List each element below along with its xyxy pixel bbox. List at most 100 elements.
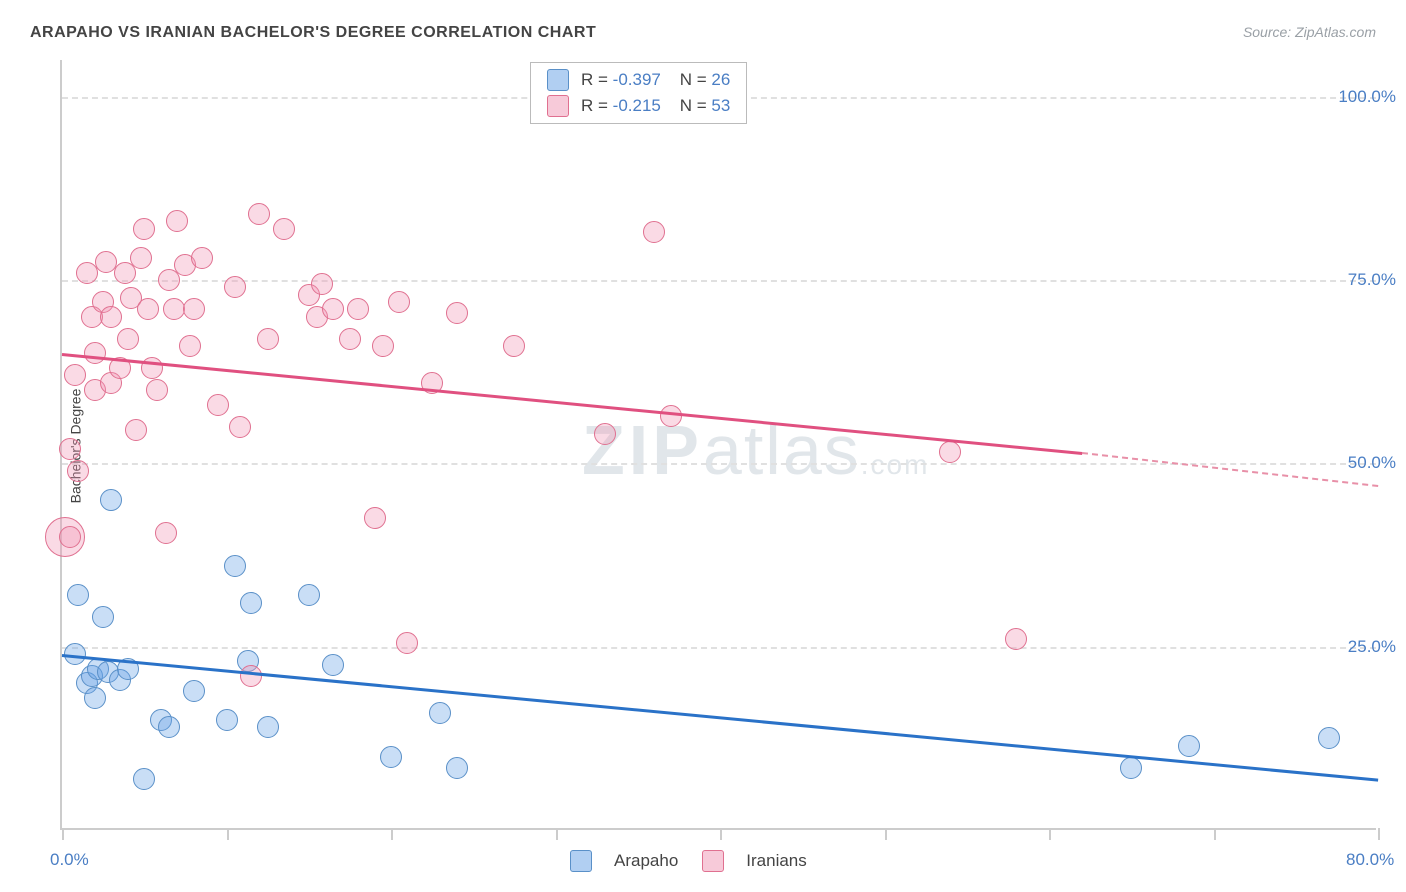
- series-legend: Arapaho Iranians: [570, 850, 807, 872]
- data-point: [166, 210, 188, 232]
- data-point: [240, 592, 262, 614]
- data-point: [1178, 735, 1200, 757]
- gridline: [62, 647, 1376, 649]
- data-point: [380, 746, 402, 768]
- data-point: [64, 364, 86, 386]
- data-point: [59, 438, 81, 460]
- x-tick: [1049, 828, 1051, 840]
- data-point: [257, 328, 279, 350]
- legend-r-label: R =: [581, 96, 613, 116]
- plot-area: ZIPatlas.com: [60, 60, 1376, 830]
- data-point: [84, 342, 106, 364]
- y-tick-label: 75.0%: [1348, 270, 1396, 290]
- data-point: [594, 423, 616, 445]
- data-point: [311, 273, 333, 295]
- legend-row: R = -0.215 N = 53: [531, 93, 746, 119]
- data-point: [191, 247, 213, 269]
- data-point: [163, 298, 185, 320]
- trend-line: [62, 654, 1378, 782]
- x-tick-label: 0.0%: [50, 850, 89, 870]
- x-tick: [1214, 828, 1216, 840]
- data-point: [133, 218, 155, 240]
- data-point: [183, 298, 205, 320]
- x-tick: [720, 828, 722, 840]
- data-point: [125, 419, 147, 441]
- data-point: [446, 302, 468, 324]
- data-point: [224, 276, 246, 298]
- legend-n-value: 53: [711, 96, 730, 116]
- data-point: [137, 298, 159, 320]
- data-point: [429, 702, 451, 724]
- data-point: [92, 606, 114, 628]
- data-point: [207, 394, 229, 416]
- data-point: [155, 522, 177, 544]
- data-point: [1005, 628, 1027, 650]
- legend-row: R = -0.397 N = 26: [531, 67, 746, 93]
- data-point: [298, 584, 320, 606]
- data-point: [273, 218, 295, 240]
- series-legend-item: Arapaho: [570, 850, 678, 872]
- data-point: [347, 298, 369, 320]
- x-tick: [62, 828, 64, 840]
- data-point: [339, 328, 361, 350]
- x-tick: [1378, 828, 1380, 840]
- data-point: [643, 221, 665, 243]
- x-tick: [556, 828, 558, 840]
- legend-r-label: R =: [581, 70, 613, 90]
- data-point: [1120, 757, 1142, 779]
- data-point: [396, 632, 418, 654]
- legend-swatch-icon: [547, 95, 569, 117]
- series-legend-item: Iranians: [702, 850, 806, 872]
- data-point: [179, 335, 201, 357]
- data-point: [224, 555, 246, 577]
- data-point: [257, 716, 279, 738]
- data-point: [372, 335, 394, 357]
- data-point: [100, 489, 122, 511]
- legend-n-value: 26: [711, 70, 730, 90]
- x-tick: [227, 828, 229, 840]
- data-point: [146, 379, 168, 401]
- series-label: Arapaho: [614, 851, 678, 871]
- y-tick-label: 25.0%: [1348, 637, 1396, 657]
- data-point: [503, 335, 525, 357]
- y-tick-label: 100.0%: [1338, 87, 1396, 107]
- data-point: [158, 716, 180, 738]
- legend-n-label: N =: [661, 96, 712, 116]
- data-point: [364, 507, 386, 529]
- gridline: [62, 280, 1376, 282]
- x-tick: [391, 828, 393, 840]
- data-point: [388, 291, 410, 313]
- data-point: [76, 262, 98, 284]
- data-point: [130, 247, 152, 269]
- stats-legend: R = -0.397 N = 26R = -0.215 N = 53: [530, 62, 747, 124]
- data-point: [229, 416, 251, 438]
- data-point: [939, 441, 961, 463]
- legend-swatch-icon: [702, 850, 724, 872]
- x-tick: [885, 828, 887, 840]
- data-point: [67, 584, 89, 606]
- trend-line: [1082, 452, 1378, 487]
- source-label: Source: ZipAtlas.com: [1243, 24, 1376, 40]
- y-tick-label: 50.0%: [1348, 453, 1396, 473]
- data-point: [183, 680, 205, 702]
- data-point: [1318, 727, 1340, 749]
- data-point: [100, 306, 122, 328]
- data-point: [59, 526, 81, 548]
- data-point: [84, 687, 106, 709]
- data-point: [133, 768, 155, 790]
- legend-swatch-icon: [547, 69, 569, 91]
- data-point: [67, 460, 89, 482]
- data-point: [322, 654, 344, 676]
- data-point: [117, 328, 139, 350]
- legend-n-label: N =: [661, 70, 712, 90]
- chart-title: ARAPAHO VS IRANIAN BACHELOR'S DEGREE COR…: [30, 24, 596, 42]
- data-point: [322, 298, 344, 320]
- legend-r-value: -0.215: [613, 96, 661, 116]
- series-label: Iranians: [746, 851, 806, 871]
- data-point: [216, 709, 238, 731]
- legend-swatch-icon: [570, 850, 592, 872]
- data-point: [446, 757, 468, 779]
- legend-r-value: -0.397: [613, 70, 661, 90]
- x-tick-label: 80.0%: [1346, 850, 1394, 870]
- data-point: [248, 203, 270, 225]
